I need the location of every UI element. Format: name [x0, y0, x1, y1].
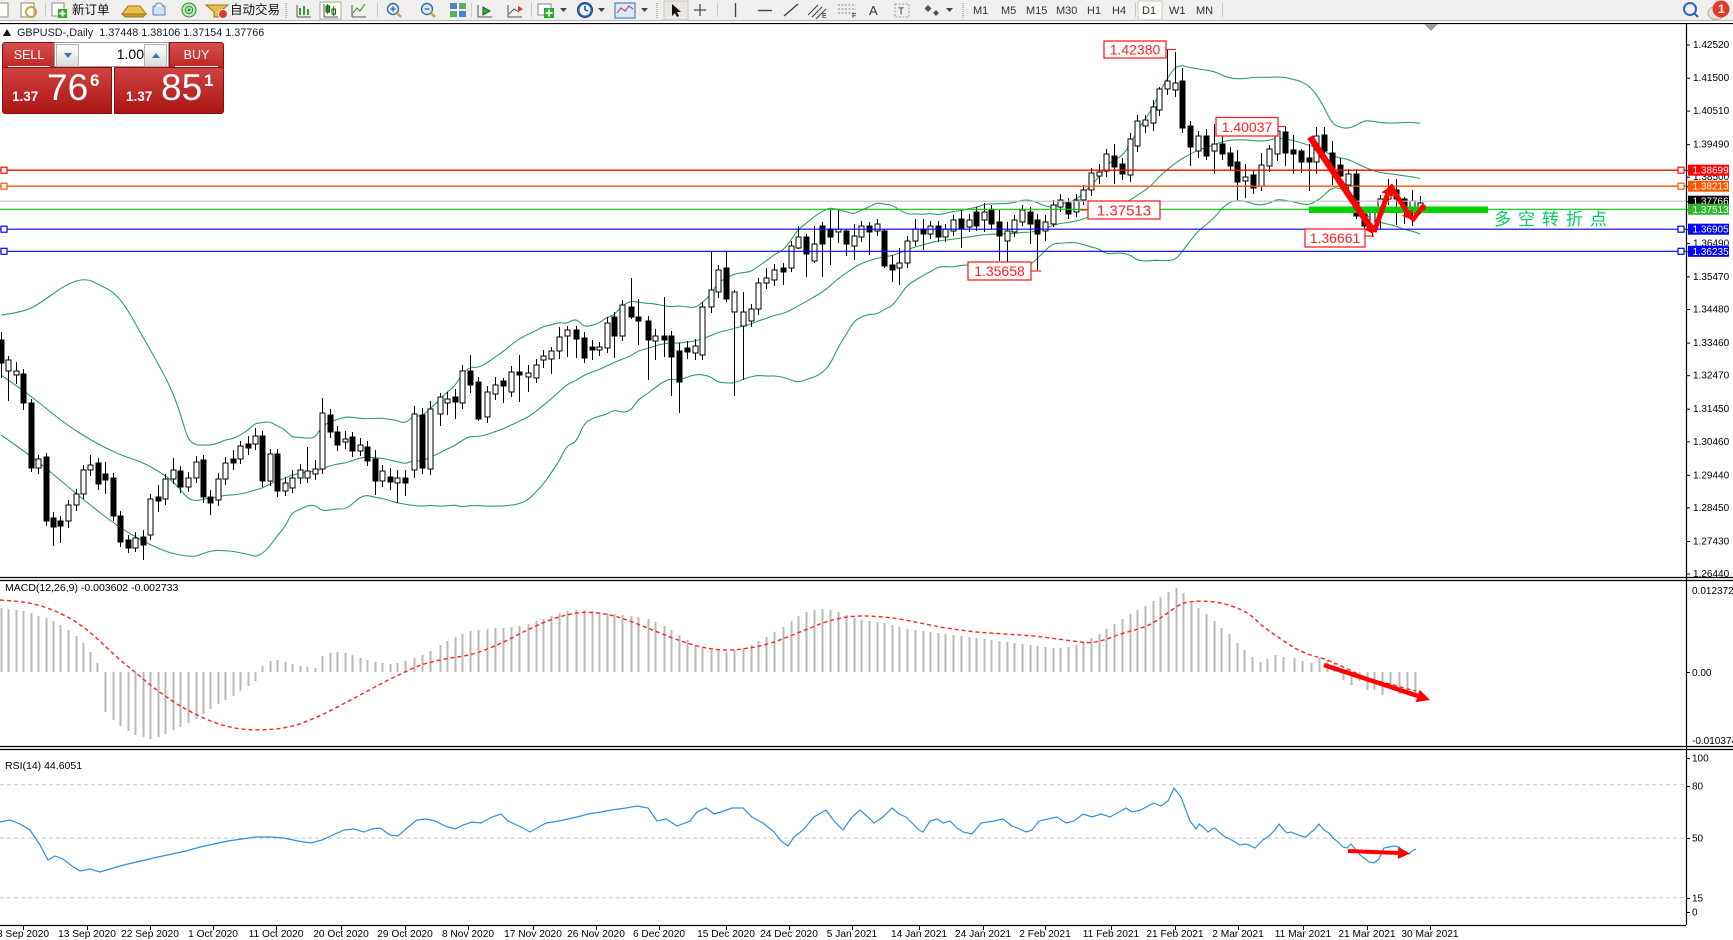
svg-text:26 Nov 2020: 26 Nov 2020 — [567, 929, 625, 940]
svg-text:-0.010374: -0.010374 — [1692, 736, 1733, 747]
svg-text:11 Feb 2021: 11 Feb 2021 — [1083, 929, 1140, 940]
svg-text:T: T — [898, 7, 904, 18]
svg-text:1: 1 — [1718, 2, 1725, 16]
svg-text:A: A — [869, 3, 878, 18]
svg-text:1.35658: 1.35658 — [974, 263, 1025, 279]
svg-text:1.38500: 1.38500 — [1693, 172, 1730, 183]
svg-text:1.38213: 1.38213 — [1693, 182, 1730, 193]
svg-text:M30: M30 — [1056, 5, 1077, 17]
svg-text:21 Feb 2021: 21 Feb 2021 — [1146, 929, 1204, 940]
svg-text:M5: M5 — [1001, 5, 1016, 17]
svg-text:20 Oct 2020: 20 Oct 2020 — [313, 929, 369, 940]
svg-text:W1: W1 — [1169, 5, 1186, 17]
svg-text:1.36905: 1.36905 — [1693, 225, 1730, 236]
svg-text:3 Sep 2020: 3 Sep 2020 — [0, 929, 49, 940]
svg-text:1.36490: 1.36490 — [1693, 238, 1730, 249]
svg-text:1.37766: 1.37766 — [1693, 197, 1730, 208]
svg-text:1.32470: 1.32470 — [1693, 371, 1730, 382]
svg-text:1.36661: 1.36661 — [1310, 230, 1361, 246]
svg-text:1.38699: 1.38699 — [1693, 166, 1730, 177]
svg-text:11 Mar 2021: 11 Mar 2021 — [1275, 929, 1332, 940]
svg-text:多空转折点: 多空转折点 — [1494, 210, 1614, 229]
svg-text:15 Dec 2020: 15 Dec 2020 — [697, 929, 755, 940]
svg-text:1.36235: 1.36235 — [1693, 247, 1730, 258]
svg-text:新订单: 新订单 — [72, 2, 110, 17]
svg-text:M15: M15 — [1026, 5, 1047, 17]
svg-text:5 Jan 2021: 5 Jan 2021 — [827, 929, 878, 940]
svg-text:30 Mar 2021: 30 Mar 2021 — [1401, 929, 1459, 940]
svg-text:1.40510: 1.40510 — [1693, 106, 1730, 117]
svg-text:MACD(12,26,9) -0.003602 -0.002: MACD(12,26,9) -0.003602 -0.002733 — [5, 582, 179, 594]
svg-text:21 Mar 2021: 21 Mar 2021 — [1338, 929, 1396, 940]
svg-text:0.012372: 0.012372 — [1692, 586, 1733, 597]
svg-text:24 Jan 2021: 24 Jan 2021 — [955, 929, 1011, 940]
svg-text:15: 15 — [1692, 894, 1704, 905]
svg-text:1.29440: 1.29440 — [1693, 470, 1730, 481]
svg-text:1.37513: 1.37513 — [1693, 205, 1730, 216]
svg-text:13 Sep 2020: 13 Sep 2020 — [58, 929, 116, 940]
svg-text:M1: M1 — [973, 5, 988, 17]
svg-text:E: E — [822, 13, 827, 20]
svg-text:100: 100 — [1692, 754, 1709, 765]
svg-text:17 Nov 2020: 17 Nov 2020 — [504, 929, 562, 940]
svg-text:1.42380: 1.42380 — [1110, 42, 1161, 58]
svg-text:1.33460: 1.33460 — [1693, 338, 1730, 349]
svg-text:1.40037: 1.40037 — [1222, 119, 1273, 135]
svg-text:自动交易: 自动交易 — [230, 2, 280, 17]
svg-text:D1: D1 — [1142, 5, 1156, 17]
svg-text:1.35470: 1.35470 — [1693, 272, 1730, 283]
svg-text:1.27430: 1.27430 — [1693, 537, 1730, 548]
svg-text:1.34480: 1.34480 — [1693, 305, 1730, 316]
svg-text:1.31450: 1.31450 — [1693, 404, 1730, 415]
svg-text:MN: MN — [1196, 5, 1213, 17]
svg-text:1.28450: 1.28450 — [1693, 503, 1730, 514]
svg-text:2 Mar 2021: 2 Mar 2021 — [1212, 929, 1264, 940]
svg-text:14 Jan 2021: 14 Jan 2021 — [891, 929, 947, 940]
svg-text:11 Oct 2020: 11 Oct 2020 — [249, 929, 304, 940]
svg-text:1.42520: 1.42520 — [1693, 40, 1730, 51]
svg-text:24 Dec 2020: 24 Dec 2020 — [760, 929, 818, 940]
svg-text:0.00: 0.00 — [1692, 668, 1712, 679]
svg-text:RSI(14) 44.6051: RSI(14) 44.6051 — [5, 760, 82, 772]
svg-text:1.26440: 1.26440 — [1693, 569, 1730, 580]
svg-text:1.41500: 1.41500 — [1693, 73, 1730, 84]
svg-text:1.39490: 1.39490 — [1693, 140, 1730, 151]
svg-text:50: 50 — [1692, 834, 1704, 845]
svg-text:2 Feb 2021: 2 Feb 2021 — [1019, 929, 1071, 940]
svg-text:1.30460: 1.30460 — [1693, 437, 1730, 448]
svg-text:8 Nov 2020: 8 Nov 2020 — [442, 929, 494, 940]
svg-text:22 Sep 2020: 22 Sep 2020 — [121, 929, 179, 940]
svg-text:1.37513: 1.37513 — [1097, 202, 1151, 219]
svg-text:80: 80 — [1692, 782, 1704, 793]
svg-text:0: 0 — [1692, 908, 1698, 919]
svg-text:H4: H4 — [1112, 5, 1126, 17]
svg-text:6 Dec 2020: 6 Dec 2020 — [633, 929, 685, 940]
svg-text:29 Oct 2020: 29 Oct 2020 — [377, 929, 433, 940]
svg-text:1 Oct 2020: 1 Oct 2020 — [188, 929, 238, 940]
svg-text:H1: H1 — [1087, 5, 1101, 17]
svg-text:F: F — [852, 13, 856, 20]
